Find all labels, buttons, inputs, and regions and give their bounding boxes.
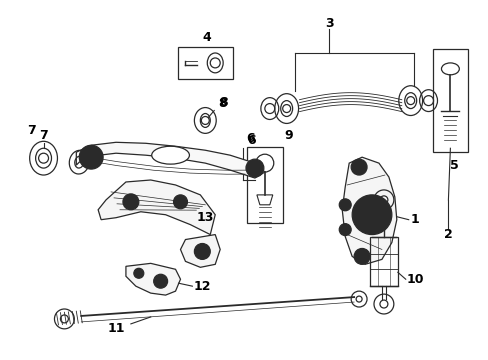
Circle shape: [339, 199, 350, 211]
Circle shape: [245, 159, 264, 177]
Circle shape: [194, 243, 210, 260]
Text: 8: 8: [219, 96, 227, 109]
Text: 5: 5: [449, 159, 458, 172]
Circle shape: [122, 194, 139, 210]
Bar: [246, 147, 282, 223]
Circle shape: [173, 195, 187, 209]
Text: 2: 2: [443, 228, 452, 241]
Bar: [369, 237, 397, 286]
Ellipse shape: [151, 146, 189, 164]
Circle shape: [134, 268, 143, 278]
Text: 8: 8: [218, 97, 226, 110]
Bar: [177, 47, 233, 79]
Circle shape: [353, 248, 369, 264]
Circle shape: [339, 224, 350, 235]
Text: 7: 7: [39, 129, 48, 142]
Polygon shape: [76, 142, 264, 178]
Text: 12: 12: [193, 280, 211, 293]
Circle shape: [79, 145, 103, 169]
Text: 10: 10: [406, 273, 424, 286]
Polygon shape: [126, 264, 180, 295]
Text: 4: 4: [203, 31, 211, 44]
Polygon shape: [98, 180, 215, 235]
Text: 6: 6: [247, 134, 256, 147]
Text: 3: 3: [325, 17, 333, 30]
Circle shape: [350, 159, 366, 175]
Polygon shape: [342, 157, 396, 264]
Bar: [432, 49, 468, 152]
Text: 6: 6: [246, 132, 255, 145]
Polygon shape: [180, 235, 220, 267]
Text: 13: 13: [196, 211, 214, 224]
Text: 7: 7: [27, 124, 36, 137]
Text: 1: 1: [409, 213, 418, 226]
Text: 11: 11: [107, 322, 124, 336]
Circle shape: [153, 274, 167, 288]
Circle shape: [351, 195, 391, 235]
Text: 9: 9: [284, 129, 292, 142]
